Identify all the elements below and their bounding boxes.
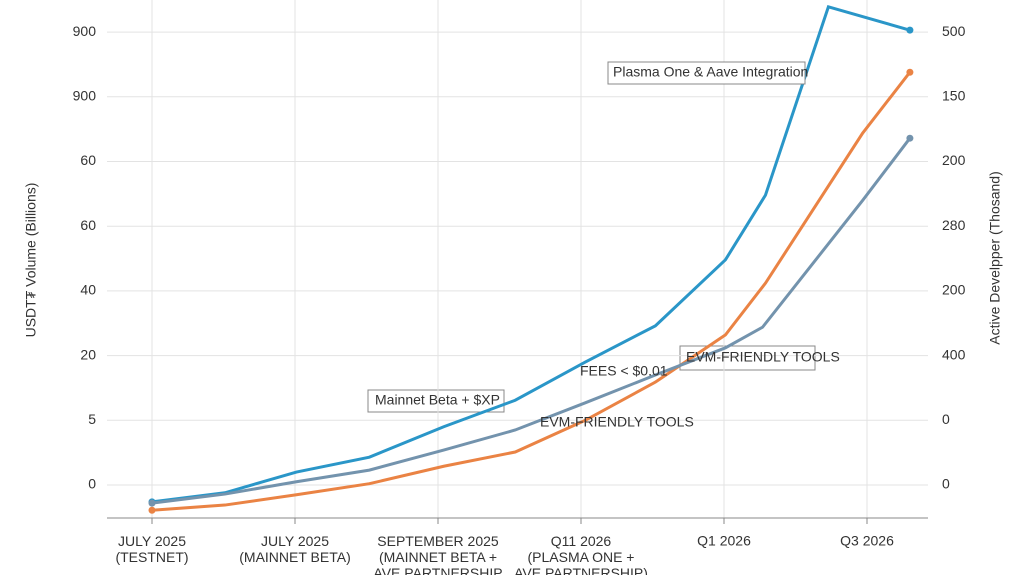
y-tick-label: 5 xyxy=(88,411,96,427)
annotation-box xyxy=(367,389,505,413)
x-tick-label: Q1 2026 xyxy=(697,533,751,549)
y2-tick-label: 280 xyxy=(942,217,966,233)
y2-tick-label: 400 xyxy=(942,346,966,362)
y2-tick-label: 0 xyxy=(942,476,950,492)
annotation: FEES < $0.01 xyxy=(580,363,668,379)
x-tick-label: SEPTEMBER 2025 (MAINNET BETA + AVE PARTNER… xyxy=(373,533,502,575)
y-tick-label: 0 xyxy=(88,476,96,492)
point xyxy=(906,134,914,142)
point xyxy=(148,499,156,507)
line xyxy=(151,5,911,504)
point xyxy=(148,506,156,514)
y-tick-label: 60 xyxy=(80,152,96,168)
y-tick-label: 20 xyxy=(80,346,96,362)
y-tick-label: 40 xyxy=(80,282,96,298)
x-tick-label: JULY 2025 (TESTNET) xyxy=(115,533,188,565)
y2-tick-label: 200 xyxy=(942,282,966,298)
y-tick-label: 900 xyxy=(73,88,97,104)
x-tick-label: JULY 2025 (MAINNET BETA) xyxy=(239,533,351,565)
line xyxy=(151,137,912,505)
y-axis-title: USDT₮ Volume (Billions) xyxy=(23,183,39,338)
annotation: Mainnet Beta + $XP xyxy=(375,392,500,408)
annotation: EVM-FRIENDLY TOOLS xyxy=(540,414,694,430)
x-tick-label: Q3 2026 xyxy=(840,533,894,549)
annotation: EVM-FRIENDLY TOOLS xyxy=(686,349,840,365)
point xyxy=(906,26,914,34)
y-tick-label: 60 xyxy=(80,217,96,233)
y2-axis-title: Active Develpper (Thosand) xyxy=(987,171,1003,345)
x-tick-label: Q11 2026 (PLASMA ONE + AVE PARTNERSHIP) xyxy=(514,533,648,575)
line xyxy=(151,71,912,512)
y2-tick-label: 150 xyxy=(942,88,966,104)
y2-tick-label: 0 xyxy=(942,411,950,427)
y2-tick-label: 200 xyxy=(942,152,966,168)
annotation-box xyxy=(607,61,806,85)
point xyxy=(906,68,914,76)
annotation: Plasma One & Aave Integration xyxy=(613,64,808,80)
y2-tick-label: 500 xyxy=(942,23,966,39)
y-tick-label: 900 xyxy=(73,23,97,39)
